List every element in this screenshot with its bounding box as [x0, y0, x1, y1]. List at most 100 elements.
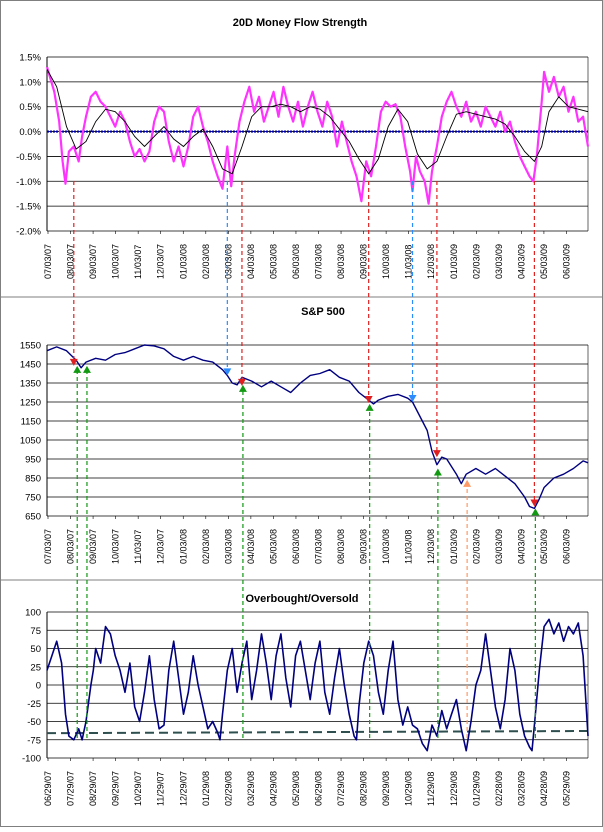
signal-arrowhead	[73, 365, 82, 373]
mfs-x-tick-label: 05/03/08	[268, 244, 278, 279]
mfs-x-tick-label: 07/03/07	[43, 244, 53, 279]
sp500-x-ticks: 07/03/07 08/03/07 09/03/07 10/03/07 11/03/07…	[43, 529, 571, 564]
spx-x-tick-label: 01/03/08	[178, 529, 188, 564]
obos-x-tick-label: 11/29/07	[156, 772, 166, 806]
obos-x-tick-label: 01/29/08	[201, 771, 211, 806]
spx-x-tick-label: 04/03/09	[516, 529, 526, 564]
mfs-x-tick-label: 03/03/09	[494, 244, 504, 279]
mfs-x-tick-label: 11/03/07	[133, 245, 143, 279]
mfs-y-tick-label: -0.5%	[16, 152, 41, 163]
mfs-y-tick-label: -2.0%	[16, 227, 41, 238]
obos-y-tick-label: 50	[30, 644, 41, 655]
spx-x-tick-label: 05/03/09	[539, 529, 549, 564]
money-flow-panel-bg	[1, 1, 602, 297]
mfs-x-tick-label: 02/03/09	[471, 244, 481, 279]
spx-x-tick-label: 05/03/08	[268, 529, 278, 564]
mfs-x-tick-label: 04/03/08	[246, 244, 256, 279]
money-flow-x-ticks: 07/03/07 08/03/07 09/03/07 10/03/07 11/03/07…	[43, 244, 571, 279]
obos-y-tick-label: -50	[27, 717, 41, 728]
mfs-y-tick-label: -1.5%	[16, 202, 41, 213]
obos-x-tick-label: 09/29/08	[381, 771, 391, 806]
obos-x-tick-label: 08/29/07	[88, 771, 98, 806]
spx-x-tick-label: 07/03/07	[43, 529, 53, 564]
sp500-panel: S&P 500 1550 1450 1350 1250 1150 1050 950 850 75…	[20, 306, 589, 564]
mfs-x-tick-label: 06/03/09	[561, 244, 571, 279]
money-flow-y-ticks: 1.5% 1.0% 0.5% 0.0% -0.5% -1.0% -1.5% -2.0%	[16, 53, 41, 238]
obos-x-tick-label: 08/29/08	[359, 771, 369, 806]
mfs-x-tick-label: 01/03/08	[178, 244, 188, 279]
obos-x-tick-label: 03/28/09	[516, 771, 526, 806]
spx-y-tick-label: 1050	[20, 436, 41, 447]
spx-y-tick-label: 850	[25, 474, 41, 485]
signal-arrowhead	[364, 395, 373, 403]
obos-y-tick-label: -100	[22, 754, 41, 765]
money-flow-series-line	[45, 66, 590, 205]
obos-title: Overbought/Oversold	[245, 593, 358, 605]
obos-x-ticks: 06/29/07 07/29/07 08/29/07 09/29/07 10/29/07…	[43, 771, 571, 806]
obos-x-tick-label: 06/29/08	[314, 771, 324, 806]
mfs-x-tick-label: 02/03/08	[201, 244, 211, 279]
mfs-x-tick-label: 05/03/09	[539, 244, 549, 279]
obos-x-tick-label: 04/28/09	[539, 771, 549, 806]
spx-y-tick-label: 950	[25, 455, 41, 466]
mfs-y-tick-label: 1.0%	[19, 77, 41, 88]
obos-x-tick-label: 10/29/08	[404, 771, 414, 806]
spx-x-tick-label: 08/03/08	[336, 529, 346, 564]
obos-y-tick-label: -25	[27, 699, 41, 710]
signal-arrowhead	[82, 365, 91, 373]
mfs-x-tick-label: 06/03/08	[291, 244, 301, 279]
signal-arrowhead	[365, 403, 374, 411]
spx-x-tick-label: 09/03/08	[359, 529, 369, 564]
obos-x-tick-label: 06/29/07	[43, 771, 53, 806]
spx-y-tick-label: 1150	[21, 417, 41, 428]
spx-x-tick-label: 11/03/08	[404, 530, 414, 564]
spx-y-tick-label: 1350	[20, 379, 41, 390]
spx-y-tick-label: 1250	[20, 398, 41, 409]
signal-arrowhead	[223, 368, 232, 376]
signal-arrowhead	[531, 508, 540, 516]
sp500-grid	[46, 344, 589, 519]
sp500-y-ticks: 1550 1450 1350 1250 1150 1050 950 850 750 650	[20, 341, 41, 523]
money-flow-panel: 20D Money Flow Strength 1.5% 1.0% 0.5% 0.0%…	[1, 1, 602, 297]
mfs-x-tick-label: 10/03/08	[381, 244, 391, 279]
mfs-y-tick-label: 0.5%	[19, 102, 41, 113]
spx-x-tick-label: 06/03/09	[561, 529, 571, 564]
mfs-y-tick-label: -1.0%	[16, 177, 41, 188]
spx-x-tick-label: 10/03/07	[111, 529, 121, 564]
spx-x-tick-label: 11/03/07	[133, 530, 143, 564]
obos-y-tick-label: -75	[27, 735, 41, 746]
obos-y-tick-label: 100	[25, 608, 41, 619]
spx-x-tick-label: 04/03/08	[246, 529, 256, 564]
obos-x-tick-label: 02/28/09	[494, 771, 504, 806]
obos-x-tick-label: 09/29/07	[111, 771, 121, 806]
obos-y-tick-label: 0	[36, 681, 41, 692]
spx-x-tick-label: 12/03/08	[426, 529, 436, 564]
signal-arrowhead	[432, 450, 441, 458]
money-flow-moving-average-line	[46, 69, 589, 175]
spx-x-tick-label: 09/03/07	[88, 529, 98, 564]
spx-x-tick-label: 03/03/09	[494, 529, 504, 564]
obos-series-line	[46, 618, 589, 752]
mfs-x-tick-label: 08/03/07	[66, 244, 76, 279]
mfs-y-tick-label: 1.5%	[19, 53, 41, 64]
oversold-threshold-line	[46, 729, 589, 735]
mfs-x-tick-label: 10/03/07	[111, 244, 121, 279]
obos-x-tick-label: 07/29/07	[66, 771, 76, 806]
obos-x-tick-label: 04/29/08	[268, 771, 278, 806]
spx-x-tick-label: 01/03/09	[449, 529, 459, 564]
signal-arrowhead	[238, 384, 247, 392]
mfs-x-tick-label: 07/03/08	[314, 244, 324, 279]
signal-arrowhead	[69, 358, 78, 366]
mfs-x-tick-label: 04/03/09	[516, 244, 526, 279]
obos-x-tick-label: 10/29/07	[133, 771, 143, 806]
spx-x-tick-label: 06/03/08	[291, 529, 301, 564]
spx-x-tick-label: 03/03/08	[223, 529, 233, 564]
obos-y-tick-label: 25	[30, 662, 41, 673]
signal-arrowhead	[463, 479, 472, 487]
obos-x-tick-label: 01/29/09	[471, 771, 481, 806]
obos-x-tick-label: 05/29/09	[561, 771, 571, 806]
mfs-x-tick-label: 09/03/07	[88, 244, 98, 279]
spx-x-tick-label: 02/03/08	[201, 529, 211, 564]
